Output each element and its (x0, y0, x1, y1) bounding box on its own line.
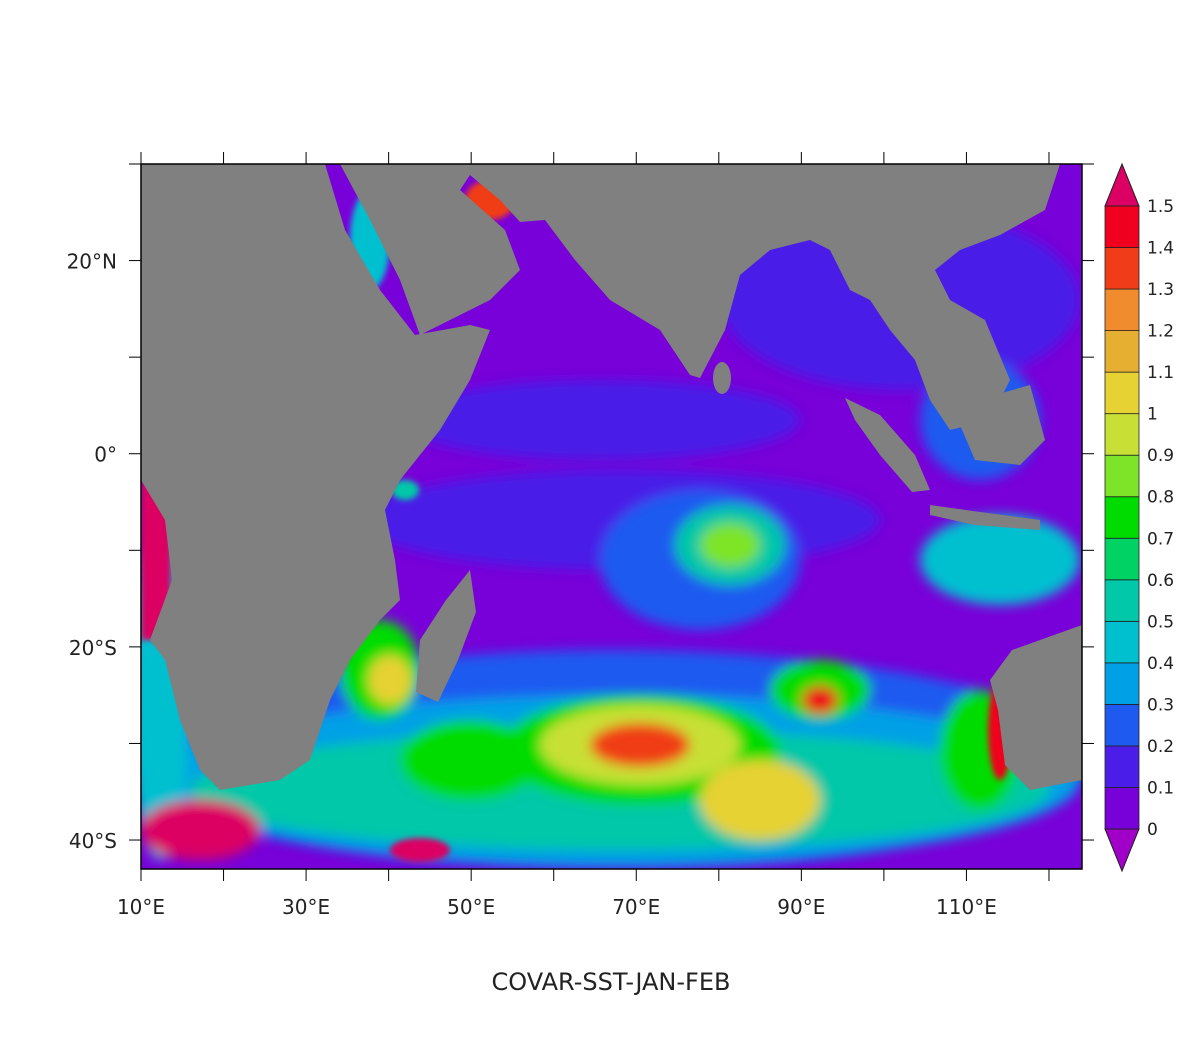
y-tick-label: 20°S (69, 636, 117, 660)
colorbar-label: 0.3 (1147, 695, 1174, 715)
colorbar-bin (1104, 496, 1140, 539)
colorbar-label: 1.4 (1147, 239, 1174, 259)
colorbar-label: 1 (1147, 405, 1158, 425)
colorbar-label: 1.3 (1147, 280, 1174, 300)
colorbar-label: 1.5 (1147, 197, 1174, 217)
colorbar-bin (1104, 288, 1140, 332)
x-tick-label: 90°E (777, 895, 825, 919)
colorbar-bin (1104, 330, 1140, 373)
africa-land (141, 164, 490, 790)
colorbar-label: 0.4 (1147, 654, 1174, 674)
colorbar-over-triangle (1104, 162, 1140, 207)
plot-frame (140, 163, 1083, 870)
map-title: COVAR-SST-JAN-FEB (492, 968, 731, 996)
map-axes: 10°E 30°E 50°E 70°E 90°E 110°E 20°N 0° 20°S 40°S (67, 152, 1094, 919)
colorbar-bin (1104, 247, 1140, 290)
colorbar-bin (1104, 704, 1140, 747)
y-tick-label: 0° (94, 443, 117, 467)
y-tick-label: 20°N (67, 250, 117, 274)
colorbar-bin (1104, 620, 1140, 664)
y-tick-label: 40°S (69, 829, 117, 853)
asia-land (340, 164, 1060, 430)
colorbar-label: 0 (1147, 820, 1158, 840)
australia-land (990, 625, 1082, 790)
x-tick-label: 110°E (936, 895, 997, 919)
colorbar: 0 0.1 0.2 0.3 0.4 0.5 0.6 0.7 0.8 0.9 1 1.1 1.2 1.3 1.… (1104, 162, 1174, 873)
madagascar-land (416, 570, 476, 702)
x-tick-label: 30°E (282, 895, 330, 919)
colorbar-label: 0.2 (1147, 737, 1174, 757)
colorbar-bin (1104, 745, 1140, 788)
colorbar-bin (1104, 662, 1140, 705)
colorbar-bin (1104, 787, 1140, 830)
colorbar-under-triangle (1104, 828, 1140, 873)
colorbar-bin (1104, 579, 1140, 622)
colorbar-label: 0.7 (1147, 529, 1174, 549)
colorbar-bin (1104, 371, 1140, 415)
colorbar-label: 1.2 (1147, 322, 1174, 342)
colorbar-bin (1104, 454, 1140, 498)
land-masses (141, 164, 1082, 790)
colorbar-label: 0.1 (1147, 778, 1174, 798)
colorbar-label: 1.1 (1147, 363, 1174, 383)
colorbar-bin (1104, 205, 1140, 248)
x-tick-label: 70°E (612, 895, 660, 919)
sst-covariance-field (141, 164, 1082, 869)
colorbar-label: 0.5 (1147, 612, 1174, 632)
colorbar-bin (1104, 413, 1140, 456)
colorbar-label: 0.6 (1147, 571, 1174, 591)
x-tick-label: 50°E (447, 895, 495, 919)
java-land (930, 505, 1040, 530)
x-tick-label: 10°E (117, 895, 165, 919)
colorbar-bin (1104, 537, 1140, 581)
sumatra-land (845, 398, 930, 492)
sri-lanka-land (713, 362, 731, 394)
colorbar-label: 0.8 (1147, 488, 1174, 508)
borneo-land (960, 385, 1045, 465)
colorbar-label: 0.9 (1147, 446, 1174, 466)
